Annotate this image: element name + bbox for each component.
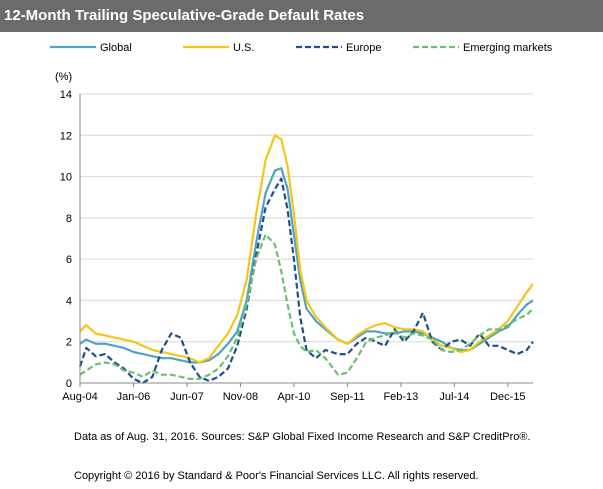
legend-label: U.S. <box>233 42 254 54</box>
copyright-text: Copyright © 2016 by Standard & Poor's Fi… <box>74 470 479 482</box>
series-line-global <box>79 167 534 364</box>
x-tick-label: Jan-06 <box>117 391 151 403</box>
y-tick-label: 2 <box>66 337 72 349</box>
x-tick-label: Apr-10 <box>277 391 310 403</box>
x-tick-label: Aug-04 <box>62 391 97 403</box>
y-tick-label: 10 <box>60 172 72 184</box>
y-tick-label: 0 <box>66 378 72 390</box>
series-line-emerging-markets <box>79 233 534 380</box>
chart-title: 12-Month Trailing Speculative-Grade Defa… <box>0 0 603 32</box>
y-tick-label: 12 <box>60 130 72 142</box>
chart-area: Global U.S. Europe Emerging markets (%) 0 2 4… <box>0 32 603 412</box>
legend-label: Global <box>100 42 132 54</box>
legend-label: Emerging markets <box>463 42 553 54</box>
x-tick-label: Dec-15 <box>490 391 525 403</box>
y-tick-label: 14 <box>60 89 72 101</box>
legend: Global U.S. Europe Emerging markets <box>50 42 553 54</box>
gridlines <box>80 93 533 343</box>
x-tick-label: Feb-13 <box>383 391 418 403</box>
y-axis-label: (%) <box>55 71 72 83</box>
legend-label: Europe <box>346 42 381 54</box>
x-tick-label: Jul-14 <box>439 391 469 403</box>
series-lines <box>78 134 534 385</box>
x-tick-label: Jun-07 <box>170 391 204 403</box>
series-line-u-s- <box>79 134 534 364</box>
y-tick-label: 4 <box>66 295 72 307</box>
y-tick-label: 6 <box>66 254 72 266</box>
source-note: Data as of Aug. 31, 2016. Sources: S&P G… <box>74 431 531 443</box>
series-line-europe <box>78 177 534 385</box>
x-axis-ticks: Aug-04 Jan-06 Jun-07 Nov-08 Apr-10 Sep-11 Feb-… <box>62 383 526 403</box>
y-axis-ticks: 0 2 4 6 8 10 12 14 <box>60 89 72 390</box>
x-tick-label: Nov-08 <box>223 391 258 403</box>
y-tick-label: 8 <box>66 213 72 225</box>
line-chart: Global U.S. Europe Emerging markets (%) 0 2 4… <box>50 42 553 403</box>
x-tick-label: Sep-11 <box>330 391 365 403</box>
